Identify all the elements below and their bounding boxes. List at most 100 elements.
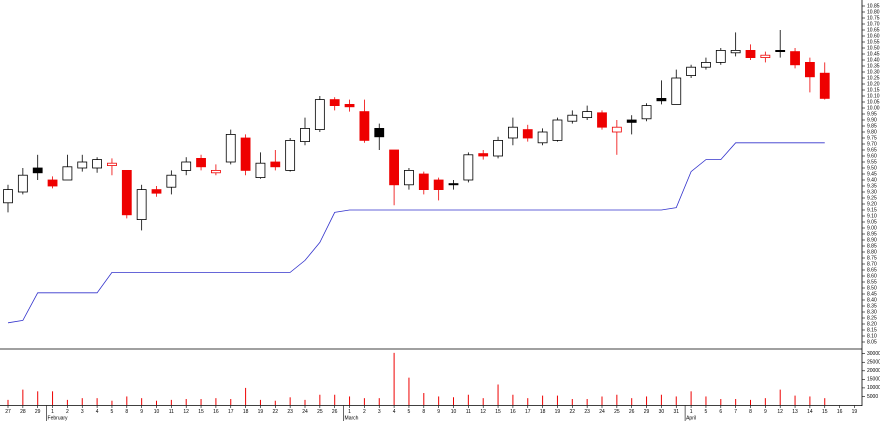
candle-body <box>329 99 340 106</box>
volume-tick-label: 30000 <box>867 351 880 357</box>
candle-body <box>136 189 147 221</box>
y-tick-label: 9.90 <box>867 117 877 123</box>
x-tick-label: 13 <box>792 409 798 415</box>
y-tick-label: 10.75 <box>867 15 880 21</box>
x-tick-label: 9 <box>140 409 143 415</box>
y-tick-label: 8.75 <box>867 255 877 261</box>
x-tick-label: 14 <box>807 409 813 415</box>
candle-body <box>760 54 771 59</box>
y-tick-label: 9.25 <box>867 195 877 201</box>
x-tick-label: 11 <box>169 409 174 415</box>
x-tick-label: 16 <box>837 409 843 415</box>
y-tick-label: 10.85 <box>867 3 880 9</box>
y-tick-label: 10.40 <box>867 57 880 63</box>
candle-body <box>210 169 221 174</box>
candle-body <box>240 137 251 171</box>
y-tick-label: 8.50 <box>867 285 877 291</box>
month-label: February <box>48 415 69 421</box>
y-tick-label: 10.80 <box>867 9 880 15</box>
candle-body <box>151 189 162 194</box>
x-tick-label: 25 <box>614 409 620 415</box>
stop-line <box>7 142 825 324</box>
candle-body <box>819 72 830 99</box>
candle-body <box>166 174 177 188</box>
y-tick-label: 8.10 <box>867 333 877 339</box>
candle-body <box>730 50 741 54</box>
x-tick-label: 15 <box>198 409 204 415</box>
x-tick-label: 12 <box>183 409 189 415</box>
candle-body <box>478 153 489 157</box>
y-tick-label: 8.80 <box>867 249 877 255</box>
x-tick-label: 23 <box>287 409 293 415</box>
y-tick-label: 10.25 <box>867 75 880 81</box>
x-tick-label: 28 <box>20 409 26 415</box>
y-tick-label: 8.65 <box>867 267 877 273</box>
y-tick-label: 8.70 <box>867 261 877 267</box>
candle-body <box>537 131 548 144</box>
x-tick-label: 18 <box>243 409 249 415</box>
y-tick-label: 9.00 <box>867 225 877 231</box>
candle-body <box>656 98 667 102</box>
candle-body <box>344 104 355 108</box>
x-tick-label: 17 <box>525 409 531 415</box>
candle-body <box>805 62 815 78</box>
x-tick-label: 24 <box>302 409 308 415</box>
x-tick-label: 23 <box>584 409 590 415</box>
candle-body <box>626 119 637 123</box>
candle-body <box>32 167 43 174</box>
x-tick-label: 1 <box>51 409 54 415</box>
y-tick-label: 9.80 <box>867 129 877 135</box>
candle-body <box>507 126 518 139</box>
x-tick-label: 26 <box>629 409 635 415</box>
candle-body <box>374 127 385 138</box>
x-tick-label: 31 <box>673 409 679 415</box>
y-tick-label: 9.55 <box>867 159 877 165</box>
x-tick-label: 10 <box>451 409 457 415</box>
x-tick-label: 17 <box>228 409 234 415</box>
y-tick-label: 8.90 <box>867 237 877 243</box>
candle-body <box>404 169 414 186</box>
y-tick-label: 10.35 <box>867 63 880 69</box>
candle-body <box>641 105 652 120</box>
x-tick-label: 9 <box>764 409 767 415</box>
x-tick-label: 22 <box>273 409 279 415</box>
volume-tick-label: 20000 <box>867 368 880 374</box>
y-tick-label: 9.50 <box>867 165 877 171</box>
volume-tick-label: 15000 <box>867 377 880 383</box>
y-tick-label: 9.40 <box>867 177 877 183</box>
candle-body <box>775 50 786 53</box>
candle-body <box>448 183 459 186</box>
candle-body <box>3 189 13 204</box>
x-tick-label: 2 <box>66 409 69 415</box>
y-tick-label: 8.05 <box>867 339 877 345</box>
candle-body <box>359 111 370 141</box>
candle-body <box>463 154 474 181</box>
x-tick-label: 19 <box>555 409 561 415</box>
volume-tick-label: 10000 <box>867 385 880 391</box>
y-tick-label: 9.95 <box>867 111 877 117</box>
x-tick-label: 19 <box>258 409 264 415</box>
candle-body <box>314 99 325 130</box>
x-tick-label: 25 <box>317 409 323 415</box>
y-tick-label: 8.20 <box>867 321 877 327</box>
candle-body <box>107 162 117 166</box>
x-tick-label: 27 <box>5 409 11 415</box>
y-tick-label: 10.05 <box>867 99 880 105</box>
x-tick-label: 12 <box>777 409 783 415</box>
x-tick-label: 1 <box>690 409 693 415</box>
y-tick-label: 8.85 <box>867 243 877 249</box>
candle-body <box>17 174 28 193</box>
candle-body <box>196 157 206 168</box>
candle-body <box>121 169 132 216</box>
y-tick-label: 8.95 <box>867 231 877 237</box>
y-tick-label: 9.30 <box>867 189 877 195</box>
y-tick-label: 9.65 <box>867 147 877 153</box>
x-tick-label: 29 <box>35 409 41 415</box>
y-tick-label: 8.55 <box>867 279 877 285</box>
x-tick-label: 5 <box>408 409 411 415</box>
volume-tick-label: 25000 <box>867 360 880 366</box>
candle-body <box>522 129 533 139</box>
candle-body <box>225 133 236 163</box>
